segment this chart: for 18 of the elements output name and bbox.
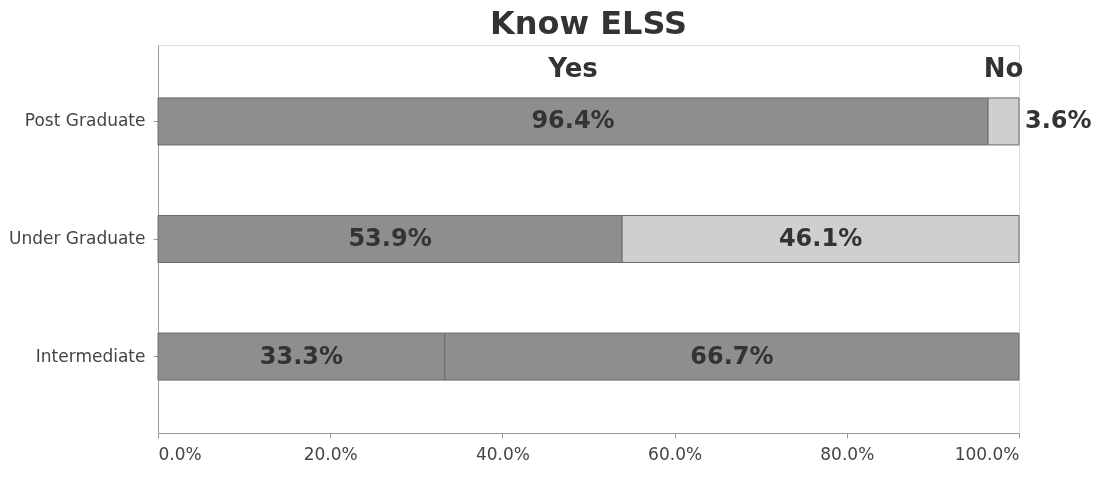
x-tick-label: 60.0% — [648, 443, 703, 464]
y-tick-label: Under Graduate — [8, 228, 146, 248]
x-tick-label: 80.0% — [820, 443, 875, 464]
y-tick-label: Intermediate — [35, 345, 146, 366]
x-tick-label: 40.0% — [475, 443, 530, 464]
x-tick-label: 100.0% — [954, 443, 1020, 464]
data-label: 96.4% — [531, 106, 615, 135]
y-tick-label: Post Graduate — [24, 110, 146, 131]
series-label: No — [983, 53, 1024, 84]
data-label: 3.6% — [1025, 106, 1092, 135]
x-tick-label: 20.0% — [303, 443, 358, 464]
data-label: 53.9% — [348, 224, 432, 252]
x-tick-label: 0.0% — [158, 443, 202, 464]
data-label: 66.7% — [690, 341, 774, 370]
data-label: 33.3% — [259, 341, 343, 370]
series-label: Yes — [547, 53, 598, 84]
data-label: 46.1% — [778, 224, 863, 252]
chart-title: Know ELSS — [489, 4, 688, 42]
